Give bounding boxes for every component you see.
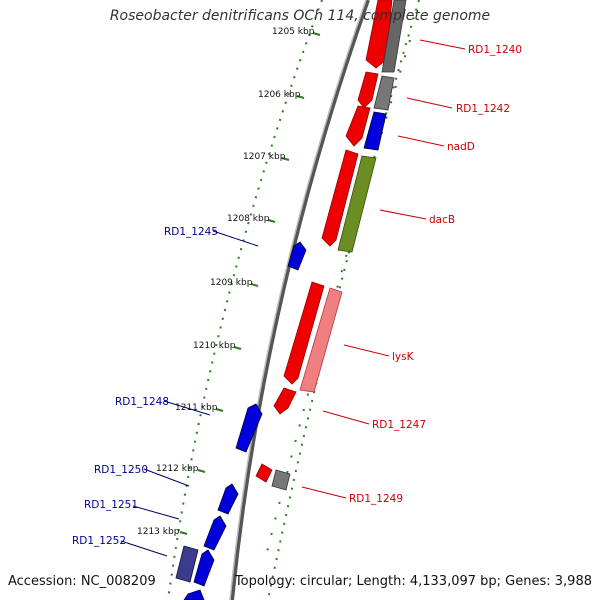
gene-RD1_1252b <box>193 549 215 587</box>
gene-RD1_1247 <box>273 387 297 415</box>
tick-label-1208: 1208 kbp <box>227 214 270 224</box>
gene-lysK <box>283 281 325 385</box>
outer-tick-ring <box>267 0 420 600</box>
gene-lysK-b <box>299 287 343 393</box>
gene-RD1_1240b <box>381 0 407 73</box>
gene-RD1_1245 <box>287 241 307 271</box>
gene-label-RD1_1251: RD1_1251 <box>84 499 138 511</box>
gene-RD1_1242 <box>357 71 379 109</box>
label-leaders <box>120 39 466 557</box>
gene-label-RD1_1250: RD1_1250 <box>94 464 148 476</box>
backbone-outer <box>230 0 370 600</box>
tick-label-1213: 1213 kbp <box>137 527 180 537</box>
gene-nadD-b <box>363 111 387 151</box>
gene-RD1_1252 <box>175 545 199 583</box>
gene-label-lysK: lysK <box>392 351 415 363</box>
tick-label-1207: 1207 kbp <box>243 152 286 162</box>
tick-label-1210: 1210 kbp <box>193 341 236 351</box>
tick-label-1209: 1209 kbp <box>210 278 253 288</box>
gene-RD1_1251 <box>203 515 227 551</box>
genome-title: Roseobacter denitrificans OCh 114, compl… <box>109 8 491 24</box>
major-ticks <box>179 32 321 535</box>
gene-RD1_1250 <box>217 483 239 515</box>
backbone-inner <box>229 0 367 600</box>
tick-label-1205: 1205 kbp <box>272 27 315 37</box>
gene-label-RD1_1245: RD1_1245 <box>164 226 218 238</box>
tick-label-1212: 1212 kbp <box>156 464 199 474</box>
gene-label-RD1_1252: RD1_1252 <box>72 535 126 547</box>
gene-dacB <box>321 149 359 247</box>
topology-text: Topology: circular; Length: 4,133,097 bp… <box>234 574 592 589</box>
gene-label-nadD: nadD <box>447 141 475 153</box>
gene-label-dacB: dacB <box>429 214 455 226</box>
gene-RD1_1249 <box>255 463 273 483</box>
gene-label-RD1_1247: RD1_1247 <box>372 419 426 431</box>
gene-label-RD1_1240: RD1_1240 <box>468 44 522 56</box>
gene-label-RD1_1249: RD1_1249 <box>349 493 403 505</box>
tick-label-1206: 1206 kbp <box>258 90 301 100</box>
forward-genes <box>255 0 407 491</box>
gene-RD1_1242b <box>373 75 395 111</box>
tick-label-1211: 1211 kbp <box>175 403 218 413</box>
gene-dacB-b <box>337 155 377 253</box>
reverse-genes <box>175 241 307 600</box>
gene-nadD <box>345 105 371 147</box>
gene-extra <box>183 589 205 600</box>
accession-text: Accession: NC_008209 <box>8 574 156 589</box>
gene-label-RD1_1248: RD1_1248 <box>115 396 169 408</box>
gene-RD1_1248 <box>235 403 263 453</box>
gene-RD1_1249b <box>271 469 291 491</box>
gene-label-RD1_1242: RD1_1242 <box>456 103 510 115</box>
